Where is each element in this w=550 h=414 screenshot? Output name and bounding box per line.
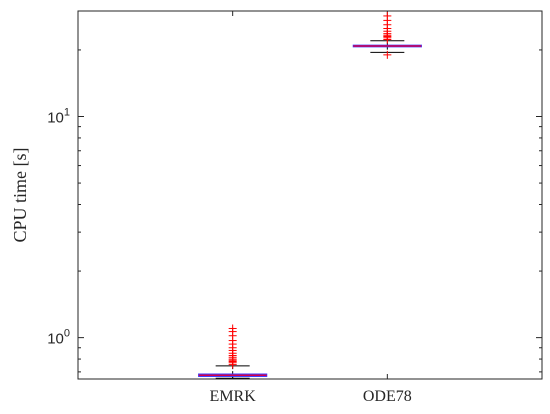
plot-frame [77, 10, 543, 380]
y-tick-label: 101 [47, 107, 70, 127]
outlier-marker [383, 50, 392, 59]
outlier-marker [383, 11, 392, 20]
plot-area [78, 11, 542, 379]
y-tick-label: 100 [47, 328, 70, 348]
x-category-label: EMRK [210, 388, 257, 405]
y-tick-label-exponent: 0 [64, 328, 70, 340]
outlier-marker [228, 324, 237, 333]
y-axis-title: CPU time [s] [10, 147, 30, 242]
y-tick-label-base: 10 [47, 331, 64, 348]
x-category-label: ODE78 [363, 388, 412, 405]
box-layer [198, 11, 422, 379]
y-tick-label-exponent: 1 [64, 107, 70, 119]
y-tick-label-base: 10 [47, 110, 64, 127]
